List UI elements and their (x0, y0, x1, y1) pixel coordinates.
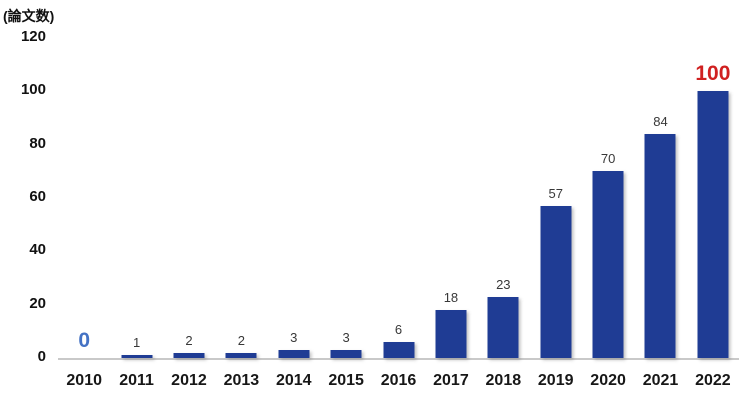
bar-column: 3 (320, 0, 372, 358)
bar-value-label: 1 (132, 335, 141, 351)
bar-column: 23 (477, 0, 529, 358)
bar (121, 355, 153, 358)
bar (278, 350, 310, 358)
bar-column: 1 (110, 0, 162, 358)
x-axis-tick: 2018 (485, 372, 522, 389)
bar (383, 342, 415, 358)
y-axis-tick: 80 (29, 134, 46, 152)
bar (487, 296, 519, 358)
bar-value-label: 2 (237, 332, 245, 348)
x-axis-tick: 2016 (380, 372, 417, 389)
bar (173, 352, 205, 358)
x-axis-tick: 2020 (590, 372, 626, 389)
bar (540, 206, 572, 358)
bar-column: 6 (372, 0, 424, 358)
y-axis-tick: 0 (37, 348, 46, 365)
bar-value-label: 2 (185, 332, 193, 348)
bar-column: 2 (163, 0, 215, 358)
bar-value-label: 84 (653, 114, 668, 129)
y-axis-tick: 120 (20, 28, 46, 45)
x-axis-tick: 2014 (275, 372, 312, 389)
bar-column: 84 (634, 0, 686, 358)
y-axis-unit-label: (論文数) (3, 8, 55, 24)
y-axis-tick: 40 (29, 241, 46, 259)
bar-value-label: 3 (290, 330, 298, 345)
bar (435, 310, 467, 358)
bar-value-label: 57 (548, 186, 563, 201)
bar-column: 2 (215, 0, 267, 358)
bar-value-label: 0 (78, 329, 91, 352)
bar (592, 171, 624, 358)
plot-area: 0 1 2 2 3 3 6 18 23 57 70 84 100 (58, 0, 739, 360)
bar-value-label: 6 (394, 322, 403, 337)
bar-column: 57 (530, 0, 582, 358)
bar-column: 0 (58, 0, 110, 358)
x-axis-tick: 2012 (171, 372, 207, 389)
x-axis-tick: 2011 (119, 372, 154, 389)
bar-column: 100 (687, 0, 739, 358)
x-axis-tick: 2013 (223, 372, 260, 389)
bar-column: 18 (425, 0, 477, 358)
y-axis-tick: 60 (29, 188, 46, 205)
bar-column: 3 (268, 0, 320, 358)
bar (644, 134, 676, 358)
y-axis-tick: 20 (29, 294, 46, 312)
x-axis-tick: 2015 (328, 372, 364, 389)
bar-column: 70 (582, 0, 634, 358)
bar (697, 91, 729, 358)
bar-value-label: 70 (600, 151, 616, 167)
bar-value-label: 18 (443, 290, 459, 305)
bar-value-label: 100 (695, 62, 731, 86)
x-axis-tick: 2021 (642, 372, 679, 389)
x-axis-tick: 2019 (537, 372, 574, 389)
bar-value-label: 3 (342, 330, 350, 345)
x-axis-tick: 2022 (695, 372, 731, 389)
bar (330, 350, 362, 358)
bar-value-label: 23 (496, 276, 511, 292)
x-axis-tick: 2017 (433, 372, 469, 389)
x-axis-tick: 2010 (66, 372, 102, 389)
bar (225, 352, 257, 358)
y-axis-tick: 100 (20, 81, 46, 99)
x-axis: 2010 2011 2012 2013 2014 2015 2016 2017 2018 2019… (58, 372, 739, 390)
